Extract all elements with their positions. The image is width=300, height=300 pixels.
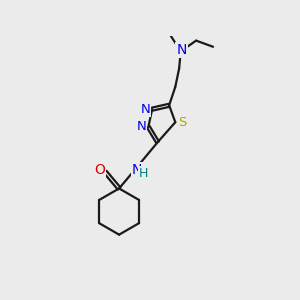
Text: N: N — [132, 164, 142, 177]
Text: N: N — [176, 43, 187, 57]
Text: S: S — [178, 116, 186, 129]
Text: O: O — [94, 164, 105, 177]
Text: N: N — [136, 120, 146, 134]
Text: N: N — [140, 103, 150, 116]
Text: H: H — [139, 167, 148, 180]
